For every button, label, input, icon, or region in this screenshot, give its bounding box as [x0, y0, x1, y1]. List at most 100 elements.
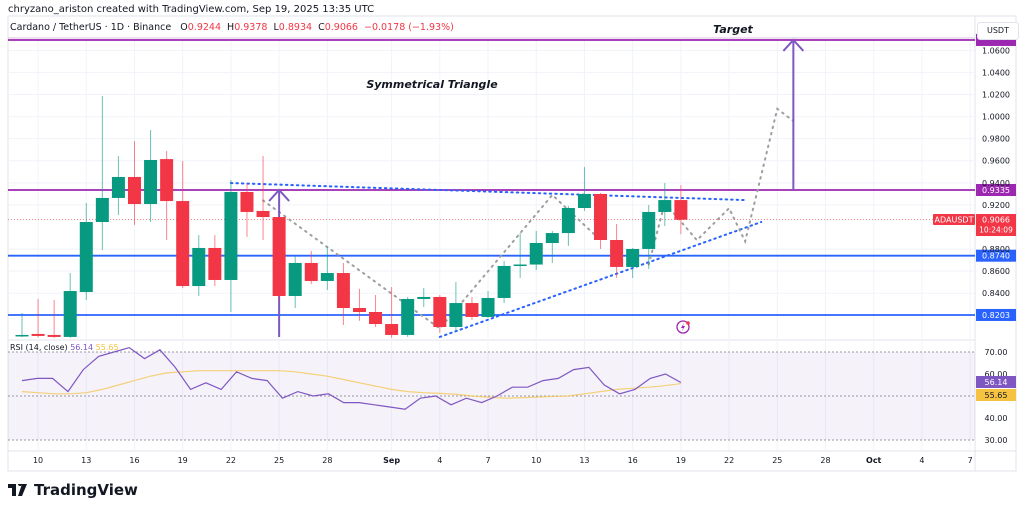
candle[interactable]: [15, 312, 29, 337]
candle[interactable]: [208, 235, 222, 287]
candle[interactable]: [545, 230, 559, 263]
lightning-icon[interactable]: [676, 320, 690, 334]
chart-frame: [7, 15, 1017, 472]
candle-body: [449, 303, 463, 328]
candle[interactable]: [352, 288, 366, 321]
chart-credit: chryzano_ariston created with TradingVie…: [8, 4, 375, 15]
candle[interactable]: [192, 235, 206, 296]
candle-body: [545, 233, 559, 243]
candle[interactable]: [674, 185, 688, 235]
candle-body: [561, 207, 575, 234]
candle-body: [224, 191, 238, 280]
price-tick-label: 0.9200: [982, 201, 1010, 210]
candle[interactable]: [465, 296, 479, 320]
current-symbol: ADAUSDT: [935, 216, 974, 225]
candle[interactable]: [369, 294, 383, 328]
candle[interactable]: [47, 299, 61, 338]
time-tick-label: 7: [485, 456, 490, 465]
candle-body: [192, 247, 206, 287]
candle[interactable]: [336, 262, 350, 326]
rsi-label[interactable]: RSI (14, close): [10, 343, 68, 352]
candle-body: [144, 159, 158, 205]
candle[interactable]: [272, 217, 286, 300]
candle-body: [95, 197, 109, 223]
candle-body: [642, 211, 656, 249]
target-label: Target: [713, 23, 753, 36]
open-label: O: [180, 22, 188, 33]
price-tick-label: 0.8800: [982, 245, 1010, 254]
candle-body: [31, 333, 45, 336]
level-price-tag: [976, 249, 1016, 262]
time-tick-label: 28: [322, 456, 332, 465]
time-tick-label: 13: [579, 456, 589, 465]
high-label: H: [227, 22, 235, 33]
price-tick-label: 0.9800: [982, 135, 1010, 144]
candle[interactable]: [594, 192, 608, 249]
candle[interactable]: [320, 246, 334, 291]
candle-body: [513, 264, 527, 267]
candle-body: [577, 193, 591, 208]
price-tick-label: 0.8400: [982, 289, 1010, 298]
candle[interactable]: [449, 281, 463, 332]
candle[interactable]: [433, 294, 447, 333]
time-tick-label: 22: [226, 456, 236, 465]
candle[interactable]: [577, 167, 591, 211]
rsi-ma-tag: 55.65: [985, 391, 1008, 400]
symbol-name[interactable]: Cardano / TetherUS · 1D · Binance: [10, 22, 172, 33]
candle-body: [63, 291, 77, 337]
close-value: 0.9066: [324, 22, 358, 33]
candle-body: [481, 297, 495, 317]
candle[interactable]: [610, 224, 624, 278]
candle[interactable]: [63, 273, 77, 338]
candle[interactable]: [256, 155, 270, 241]
projection-path[interactable]: [262, 193, 602, 330]
tradingview-logo[interactable]: TradingView: [8, 481, 138, 499]
candle[interactable]: [288, 256, 302, 309]
time-tick-label: 4: [437, 456, 442, 465]
candle[interactable]: [385, 287, 399, 338]
time-tick-label: 4: [919, 456, 924, 465]
candle[interactable]: [31, 298, 45, 338]
candle[interactable]: [127, 140, 141, 225]
triangle-lower-line[interactable]: [438, 221, 763, 338]
candle-body: [465, 303, 479, 317]
candle-body: [497, 265, 511, 298]
candle[interactable]: [642, 205, 656, 269]
candle[interactable]: [79, 203, 93, 300]
candle[interactable]: [304, 251, 318, 285]
candle[interactable]: [417, 288, 431, 308]
current-price: 0.9066: [982, 216, 1010, 225]
candle-body: [111, 176, 125, 198]
candle[interactable]: [111, 155, 125, 215]
candle[interactable]: [658, 183, 672, 226]
time-tick-label: 7: [968, 456, 973, 465]
candle-body: [594, 193, 608, 241]
candle[interactable]: [401, 296, 415, 337]
candle[interactable]: [529, 230, 543, 271]
tradingview-logo-icon: [8, 484, 27, 496]
projection-path[interactable]: [647, 107, 795, 266]
candle[interactable]: [144, 130, 158, 223]
candle[interactable]: [176, 160, 190, 289]
candle-body: [208, 247, 222, 280]
candle[interactable]: [513, 233, 527, 278]
triangle-upper-line[interactable]: [229, 182, 747, 202]
candle[interactable]: [497, 260, 511, 304]
candle-body: [127, 176, 141, 205]
candle[interactable]: [561, 206, 575, 246]
candle[interactable]: [626, 247, 640, 278]
candle[interactable]: [240, 183, 254, 237]
time-tick-label: 10: [531, 456, 541, 465]
rsi-tick-label: 30.00: [985, 436, 1008, 445]
countdown: 10:24:09: [979, 226, 1013, 235]
candle[interactable]: [95, 96, 109, 250]
candle-body: [401, 298, 415, 335]
time-tick-label: Sep: [383, 456, 400, 465]
candle-body: [417, 296, 431, 299]
candle[interactable]: [160, 151, 174, 241]
candle[interactable]: [224, 179, 238, 312]
candle[interactable]: [481, 291, 495, 318]
open-value: 0.9244: [187, 22, 221, 33]
currency-unit-button[interactable]: USDT: [977, 22, 1019, 40]
